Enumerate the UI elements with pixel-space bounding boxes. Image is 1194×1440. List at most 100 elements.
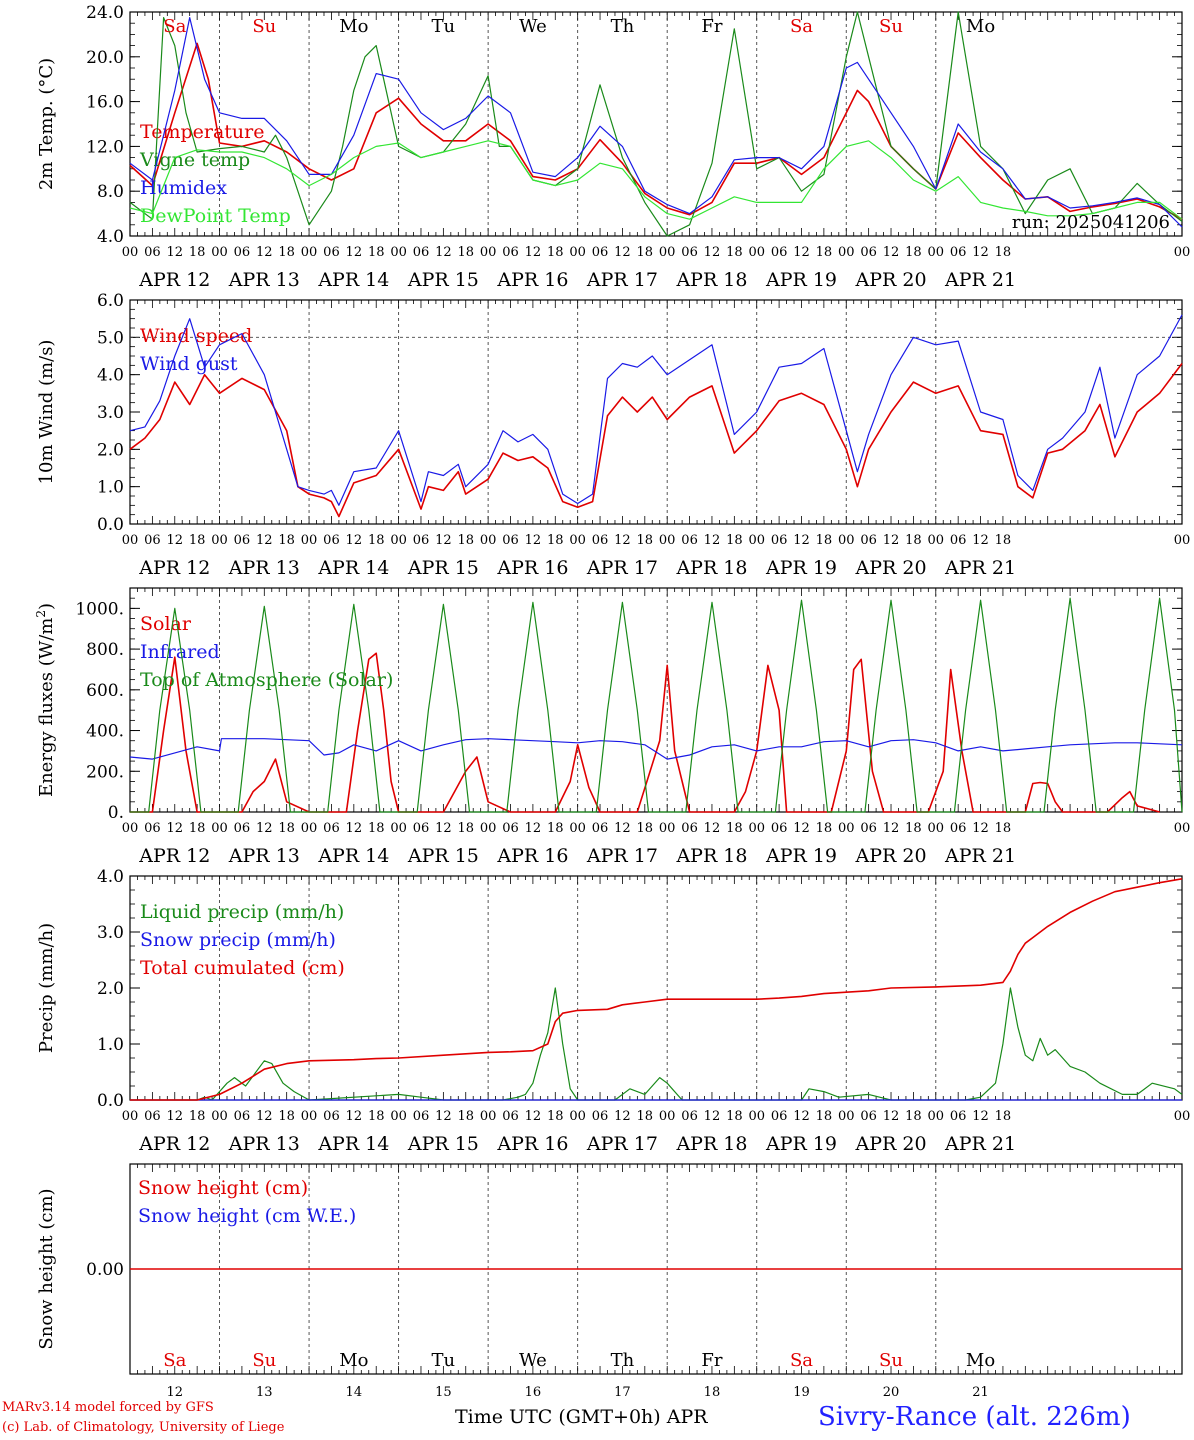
series-line-humidex	[129, 17, 1183, 228]
date-label: APR 14	[317, 1133, 389, 1155]
series-line-vigne-temp	[129, 11, 1183, 237]
hour-tick-label: 18	[547, 1109, 564, 1124]
hour-tick-label: 06	[413, 1109, 430, 1124]
hour-tick-label: 06	[592, 533, 609, 548]
y-tick-label: 12.0	[86, 137, 124, 157]
hour-tick-label: 12	[793, 533, 810, 548]
hour-tick-label: 18	[457, 533, 474, 548]
hour-tick-label: 00	[569, 245, 586, 260]
hour-tick-label: 12	[525, 1109, 542, 1124]
weekday-label: Tu	[432, 1350, 456, 1371]
date-label: APR 14	[317, 557, 389, 579]
date-label: APR 13	[228, 269, 300, 291]
hour-tick-label: 18	[189, 821, 206, 836]
weekday-label: We	[519, 16, 547, 37]
date-label: APR 13	[228, 1133, 300, 1155]
hour-tick-label: 00	[1174, 821, 1191, 836]
date-label: APR 16	[496, 845, 568, 867]
hour-tick-label: 12	[883, 1109, 900, 1124]
hour-tick-label: 12	[166, 533, 183, 548]
hour-tick-label: 06	[950, 533, 967, 548]
hour-tick-label: 12	[704, 821, 721, 836]
hour-tick-label: 12	[883, 533, 900, 548]
day-number-label: 14	[346, 1385, 363, 1400]
hour-tick-label: 12	[704, 533, 721, 548]
legend-solar: Solar	[140, 613, 192, 635]
day-number-label: 12	[166, 1385, 183, 1400]
hour-tick-label: 18	[637, 533, 654, 548]
hour-tick-label: 00	[390, 821, 407, 836]
date-label: APR 15	[407, 845, 479, 867]
hour-tick-label: 00	[1174, 1109, 1191, 1124]
hour-tick-label: 00	[480, 1109, 497, 1124]
hour-tick-label: 12	[704, 245, 721, 260]
weekday-label: Su	[879, 1350, 903, 1371]
series-line-dewpoint-temp	[129, 140, 1183, 220]
hour-tick-label: 12	[793, 1109, 810, 1124]
y-tick-label: 24.0	[86, 3, 124, 23]
hour-tick-label: 00	[569, 533, 586, 548]
date-label: APR 18	[675, 845, 747, 867]
legend-top-of-atmosphere-solar-: Top of Atmosphere (Solar)	[140, 669, 393, 691]
panel-precip: 0.0 1.0 2.0 3.0 4.0 Precip (mm/h) Liquid preci…	[36, 867, 1190, 1155]
panel-snow: 0.00 Snow height (cm) Snow height (cm) Snow…	[36, 1163, 1183, 1400]
series-line-wind-speed	[129, 363, 1183, 518]
hour-tick-label: 06	[860, 245, 877, 260]
hour-tick-label: 00	[1174, 533, 1191, 548]
series-line-wind-gust	[129, 314, 1183, 506]
hour-tick-label: 12	[166, 245, 183, 260]
hour-tick-label: 18	[189, 245, 206, 260]
y-axis-label: Snow height (cm)	[36, 1188, 57, 1349]
station-label: Sivry-Rance (alt. 226m)	[818, 1402, 1131, 1432]
hour-tick-label: 06	[323, 1109, 340, 1124]
hour-tick-label: 18	[637, 245, 654, 260]
weekday-label: Th	[611, 16, 635, 37]
hour-tick-label: 00	[928, 1109, 945, 1124]
y-tick-label: 1000.	[75, 599, 124, 619]
hour-tick-label: 18	[457, 1109, 474, 1124]
hour-tick-label: 00	[928, 245, 945, 260]
legend-temperature: Temperature	[140, 121, 264, 143]
weekday-label: Fr	[701, 16, 722, 37]
hour-tick-label: 06	[950, 245, 967, 260]
day-number-label: 19	[793, 1385, 810, 1400]
date-label: APR 13	[228, 845, 300, 867]
hour-tick-label: 12	[435, 1109, 452, 1124]
legend-vigne-temp: Vigne temp	[139, 149, 250, 171]
hour-tick-label: 06	[144, 1109, 161, 1124]
panel-frame	[129, 299, 1183, 525]
hour-tick-label: 12	[614, 533, 631, 548]
hour-tick-label: 00	[390, 245, 407, 260]
hour-tick-label: 00	[301, 1109, 318, 1124]
hour-tick-label: 18	[368, 533, 385, 548]
legend-humidex: Humidex	[140, 177, 227, 199]
date-label: APR 19	[765, 557, 837, 579]
weekday-label: Sa	[163, 16, 186, 37]
hour-tick-label: 18	[726, 1109, 743, 1124]
hour-tick-label: 00	[838, 245, 855, 260]
date-label: APR 18	[675, 269, 747, 291]
legend-snow-height-cm-w-e-: Snow height (cm W.E.)	[138, 1205, 356, 1227]
y-axis-label: Precip (mm/h)	[36, 923, 57, 1053]
hour-tick-label: 00	[1174, 245, 1191, 260]
y-tick-label: 4.0	[97, 867, 124, 887]
hour-tick-label: 18	[726, 533, 743, 548]
weekday-label: Sa	[790, 1350, 813, 1371]
date-label: APR 20	[855, 557, 927, 579]
panel-temperature: 4.0 8.0 12.0 16.0 20.0 24.0 2m Temp. (°C) Tempe…	[36, 3, 1190, 291]
hour-tick-label: 00	[480, 245, 497, 260]
hour-tick-label: 06	[144, 533, 161, 548]
y-tick-label: 3.0	[97, 403, 124, 423]
y-tick-label: 1.0	[97, 478, 124, 498]
legend-liquid-precip-mm-h-: Liquid precip (mm/h)	[140, 901, 344, 923]
time-axis-label: Time UTC (GMT+0h) APR	[455, 1406, 708, 1428]
hour-tick-label: 00	[301, 533, 318, 548]
date-label: APR 17	[586, 557, 658, 579]
hour-tick-label: 18	[905, 245, 922, 260]
hour-tick-label: 00	[838, 1109, 855, 1124]
hour-tick-label: 12	[614, 245, 631, 260]
hour-tick-label: 06	[592, 245, 609, 260]
date-label: APR 12	[138, 269, 210, 291]
hour-tick-label: 18	[637, 821, 654, 836]
